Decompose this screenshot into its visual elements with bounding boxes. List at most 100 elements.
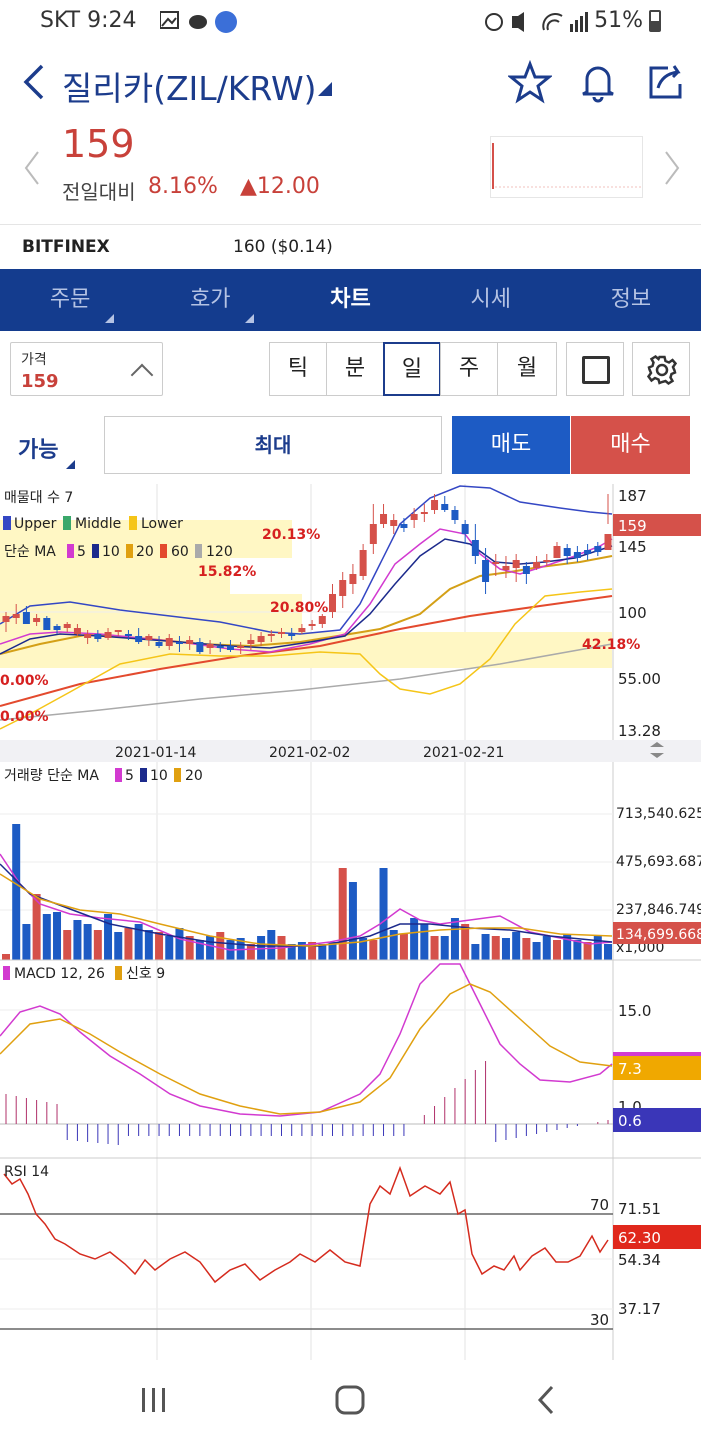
- share-icon[interactable]: [644, 60, 688, 104]
- candle-body: [380, 514, 388, 524]
- tab-label: 시세: [470, 287, 511, 312]
- current-price-marker: [613, 514, 701, 536]
- volume-bar: [2, 954, 10, 960]
- volume-profile-label: 20.13%: [262, 527, 320, 543]
- volume-bar: [359, 938, 368, 960]
- macd-legend: MACD 12, 26 신호 9: [3, 966, 165, 982]
- title-dropdown-icon[interactable]: [318, 82, 334, 96]
- candle-body: [339, 580, 347, 596]
- date-axis: 2021-01-14 2021-02-02 2021-02-21: [0, 740, 701, 762]
- candle-body: [400, 524, 408, 528]
- y-tick: 713,540.625: [616, 806, 701, 822]
- change-label: 전일대비: [62, 180, 136, 204]
- candle-body: [84, 634, 92, 638]
- max-quantity-button[interactable]: 최대: [104, 416, 442, 474]
- tab-orderbook[interactable]: 호가: [140, 269, 280, 331]
- ma5-line: [0, 528, 613, 653]
- price-type-label: 가격: [21, 352, 47, 368]
- x-tick: 2021-01-14: [115, 745, 196, 761]
- period-month-button[interactable]: 월: [497, 342, 557, 396]
- volume-profile-label: 20.80%: [270, 600, 328, 616]
- y-tick: 55.00: [618, 670, 661, 688]
- prev-coin-arrow-icon[interactable]: [22, 150, 42, 186]
- volume-bar: [73, 920, 82, 960]
- volume-bar: [512, 932, 521, 960]
- svg-text:단순 MA: 단순 MA: [4, 544, 56, 560]
- candle-body: [451, 510, 459, 520]
- tab-order[interactable]: 주문: [0, 269, 140, 331]
- svg-text:Lower: Lower: [141, 516, 183, 532]
- candle-body: [318, 616, 326, 624]
- tab-label: 차트: [330, 287, 371, 312]
- candle-body: [73, 628, 81, 634]
- candle-body: [390, 520, 398, 526]
- favorite-star-icon[interactable]: [508, 60, 552, 104]
- candle-body: [237, 646, 245, 648]
- candle-body: [165, 638, 173, 646]
- period-day-button[interactable]: 일: [383, 342, 441, 396]
- candle-body: [573, 552, 581, 558]
- svg-text:신호 9: 신호 9: [126, 966, 165, 982]
- y-tick: 71.51: [618, 1200, 661, 1218]
- volume-bar: [410, 918, 419, 960]
- tab-info[interactable]: 정보: [561, 269, 701, 331]
- candle-body: [369, 524, 377, 544]
- available-label[interactable]: 가능: [18, 438, 59, 463]
- volume-bar: [399, 934, 408, 960]
- candle-body: [267, 634, 275, 636]
- chevron-up-icon: [130, 363, 154, 387]
- candle-body: [349, 574, 357, 584]
- mini-sparkline: [490, 136, 643, 198]
- candle-body: [124, 634, 132, 636]
- svg-text:60: 60: [171, 544, 189, 560]
- sell-button[interactable]: 매도: [452, 416, 570, 474]
- settings-button[interactable]: [632, 342, 690, 396]
- buy-button[interactable]: 매수: [571, 416, 690, 474]
- candle-body: [522, 566, 530, 574]
- back-icon[interactable]: [534, 1384, 558, 1416]
- bell-icon[interactable]: [576, 60, 620, 104]
- back-arrow-icon[interactable]: [20, 62, 48, 102]
- available-dropdown-icon[interactable]: [66, 460, 75, 469]
- volume-bar: [593, 936, 602, 960]
- period-minute-button[interactable]: 분: [326, 342, 384, 396]
- svg-text:거래량 단순 MA: 거래량 단순 MA: [4, 768, 99, 784]
- candle-body: [502, 566, 510, 570]
- volume-bar: [206, 936, 215, 960]
- carrier-time: SKT 9:24: [40, 8, 137, 33]
- candle-body: [329, 594, 337, 612]
- fullscreen-button[interactable]: [566, 342, 624, 396]
- page-title[interactable]: 질리카(ZIL/KRW): [62, 69, 317, 108]
- candle-body: [114, 630, 122, 632]
- panel-resize-handle-icon[interactable]: [650, 742, 664, 758]
- price-type-select[interactable]: 가격 159: [10, 342, 163, 396]
- macd-hist-marker: [613, 1108, 701, 1132]
- y-tick: 54.34: [618, 1251, 661, 1269]
- volume-bar: [573, 940, 582, 960]
- candle-body: [461, 524, 469, 534]
- ma120-line: [0, 643, 613, 721]
- volume-bar: [297, 942, 306, 960]
- volume-bar: [430, 936, 439, 960]
- y-tick: 37.17: [618, 1300, 661, 1318]
- volume-bar: [53, 912, 62, 960]
- tab-chart[interactable]: 차트: [280, 269, 420, 331]
- svg-text:120: 120: [206, 544, 233, 560]
- candle-body: [104, 632, 112, 638]
- chart-area[interactable]: 매물대 수 7 Upper Middle Lower 단순 MA 5 10 20…: [0, 484, 701, 1360]
- recents-icon[interactable]: [138, 1386, 170, 1414]
- volume-bar: [185, 936, 194, 960]
- volume-bar: [175, 928, 184, 960]
- rsi-panel: RSI 14 70 30 71.51 54.34 37.17 62.30: [0, 1164, 701, 1330]
- period-week-button[interactable]: 주: [440, 342, 498, 396]
- volume-bar: [563, 934, 572, 960]
- macd-signal-marker: [613, 1056, 701, 1080]
- chart-controls: 가격 159 틱 분 일 주 월: [0, 338, 701, 402]
- home-icon[interactable]: [334, 1384, 366, 1416]
- svg-text:10: 10: [150, 768, 168, 784]
- next-coin-arrow-icon[interactable]: [662, 150, 682, 186]
- candle-body: [175, 642, 183, 644]
- period-tick-button[interactable]: 틱: [269, 342, 327, 396]
- tab-market[interactable]: 시세: [421, 269, 561, 331]
- candle-body: [308, 624, 316, 626]
